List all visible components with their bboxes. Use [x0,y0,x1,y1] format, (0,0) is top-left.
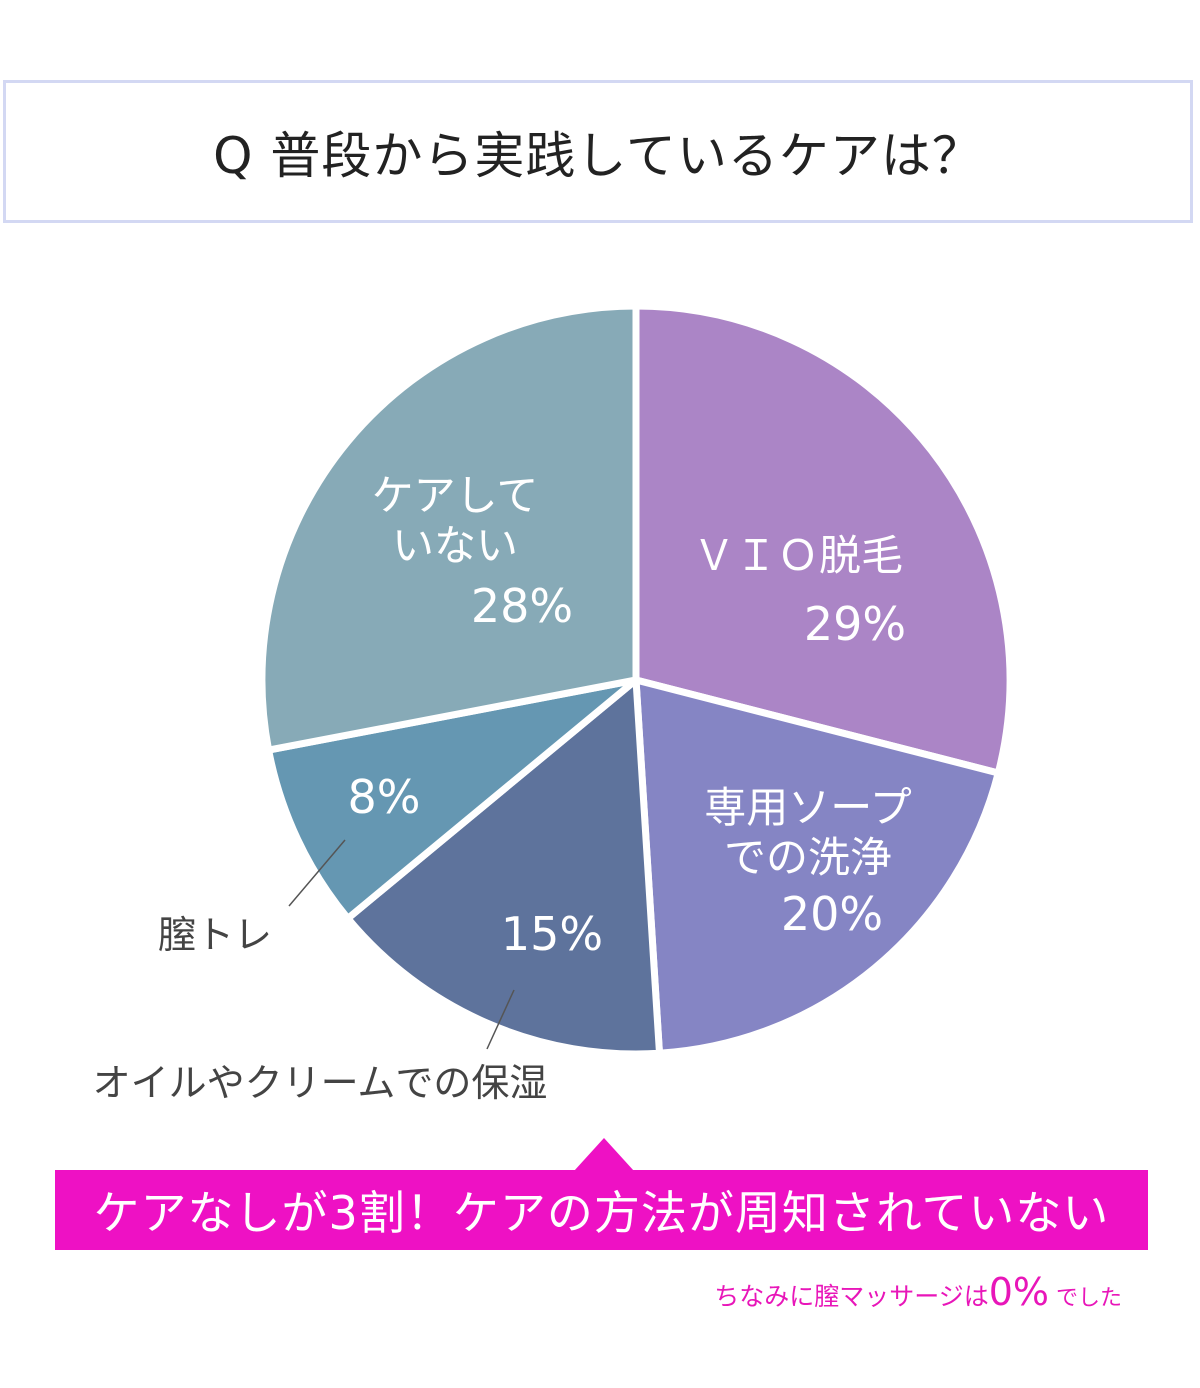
pie-slice-moisture [344,676,663,1058]
callout-line-kegel [288,839,346,907]
callout-leaders: オイルやクリームでの保湿 膣トレ [93,839,548,1105]
chart-title: Q 普段から実践しているケアは？ [213,126,983,185]
slice-value-moisture: 15% [501,907,603,961]
callout-line-moisture [486,989,515,1050]
pie-slice-vio [632,302,1014,777]
footnote: ちなみに膣マッサージは0% でした [714,1270,1122,1314]
footnote-value: 0% [988,1270,1049,1314]
footnote-suffix: でした [1049,1286,1122,1311]
slice-value-kegel: 8% [348,770,421,824]
slice-value-vio: 29% [804,597,906,651]
callout-label-moisture: オイルやクリームでの保湿 [93,1061,548,1105]
pie-slices [258,302,1014,1058]
slice-value-none: 28% [471,579,573,633]
callout-label-kegel: 膣トレ [158,913,272,957]
title-box: Q 普段から実践しているケアは？ [3,80,1193,223]
pie-slice-none [258,302,640,754]
slice-label-vio-line-1: ＶＩＯ脱毛 [693,531,903,580]
slice-label-soap-line-2: での洗浄 [724,833,892,882]
slice-value-soap: 20% [781,887,883,941]
footnote-prefix: ちなみに膣マッサージは [714,1282,989,1311]
summary-banner: ケアなしが3割！ケアの方法が周知されていない [55,1170,1148,1250]
slice-label-none-line-2: いない [392,521,518,570]
pie-slice-kegel [265,676,640,922]
slice-label-soap-line-1: 専用ソープ [704,783,911,832]
banner-notch [574,1138,634,1171]
slice-label-none-line-1: ケアして [372,471,539,520]
pie-slice-soap [632,676,1002,1057]
